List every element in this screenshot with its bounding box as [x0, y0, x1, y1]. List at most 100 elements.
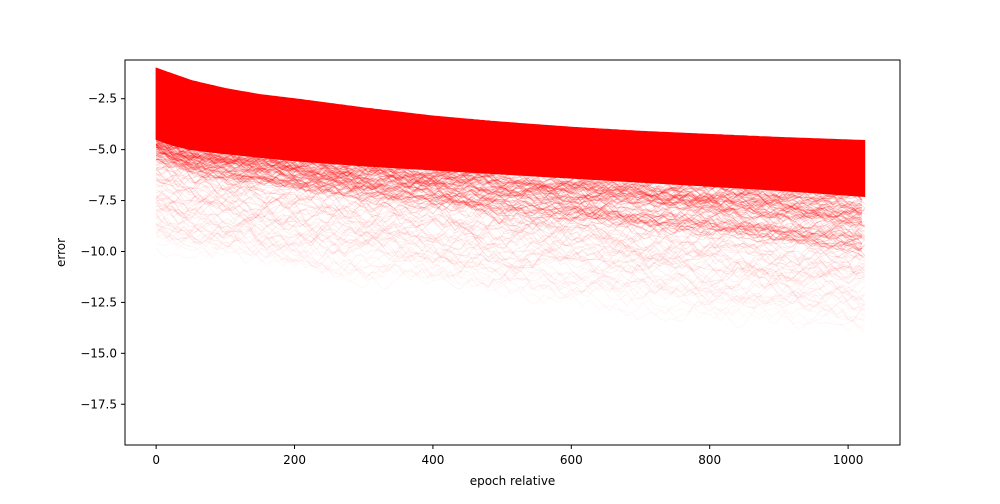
- plot-frame: [124, 59, 901, 446]
- error-trace: [155, 143, 862, 213]
- error-trace: [155, 150, 863, 241]
- faint-error-trace: [155, 204, 865, 290]
- error-trace: [155, 146, 863, 225]
- faint-error-trace: [155, 163, 865, 242]
- error-trace: [155, 144, 863, 220]
- faint-error-trace: [155, 165, 865, 242]
- error-trace: [155, 141, 862, 210]
- x-tick-label: 800: [698, 453, 721, 467]
- error-trace: [156, 141, 862, 214]
- faint-error-trace: [156, 195, 865, 283]
- faint-error-trace: [155, 233, 866, 319]
- y-tick-label: −5.0: [88, 143, 117, 157]
- faint-error-trace: [155, 206, 865, 285]
- error-trace: [155, 158, 863, 252]
- y-tick-label: −10.0: [80, 244, 117, 258]
- faint-error-trace: [155, 193, 865, 267]
- error-trace: [155, 143, 863, 206]
- faint-error-trace: [155, 241, 865, 333]
- faint-error-trace: [156, 200, 865, 283]
- faint-error-trace: [156, 158, 865, 239]
- error-trace: [155, 143, 862, 225]
- faint-error-trace: [155, 208, 865, 303]
- x-tick-label: 600: [560, 453, 583, 467]
- faint-error-trace: [156, 190, 865, 285]
- faint-error-trace: [155, 173, 865, 253]
- faint-error-trace: [155, 237, 865, 331]
- faint-error-trace: [155, 211, 866, 302]
- error-trace: [155, 144, 862, 206]
- faint-error-trace: [156, 160, 865, 233]
- x-tick-label: 200: [283, 453, 306, 467]
- faint-error-trace: [155, 229, 865, 322]
- faint-error-trace: [155, 194, 865, 278]
- faint-error-trace: [155, 189, 866, 259]
- error-trace: [155, 152, 863, 240]
- faint-error-trace: [155, 155, 865, 233]
- series-layer: [155, 67, 866, 333]
- faint-error-trace: [155, 154, 865, 225]
- faint-error-trace: [155, 160, 866, 238]
- error-trace: [155, 149, 863, 224]
- faint-error-trace: [156, 200, 865, 278]
- x-tick-label: 400: [421, 453, 444, 467]
- faint-error-trace: [156, 161, 865, 238]
- faint-error-trace: [155, 222, 865, 323]
- error-trace: [156, 148, 863, 229]
- faint-error-trace: [155, 144, 865, 209]
- faint-error-trace: [156, 197, 865, 279]
- error-trace: [156, 158, 863, 245]
- error-trace: [156, 142, 862, 214]
- faint-error-trace: [155, 145, 866, 224]
- faint-error-trace: [155, 189, 865, 268]
- faint-error-trace: [155, 226, 866, 322]
- faint-error-trace: [155, 178, 865, 245]
- faint-error-trace: [155, 220, 865, 302]
- faint-error-trace: [156, 165, 865, 245]
- x-axis-label: epoch relative: [470, 474, 556, 488]
- error-trace: [155, 154, 863, 252]
- faint-error-trace: [155, 227, 865, 312]
- faint-error-trace: [156, 205, 865, 290]
- faint-error-trace: [155, 230, 865, 326]
- error-trace: [155, 152, 863, 242]
- error-trace: [155, 143, 863, 221]
- error-trace: [156, 152, 863, 243]
- faint-error-trace: [155, 163, 865, 237]
- y-tick-label: −2.5: [88, 92, 117, 106]
- faint-error-trace: [156, 176, 866, 247]
- y-tick-label: −12.5: [80, 295, 117, 309]
- y-tick-label: −17.5: [80, 397, 117, 411]
- faint-error-trace: [155, 138, 865, 205]
- faint-error-trace: [155, 186, 866, 274]
- faint-error-trace: [155, 198, 865, 289]
- faint-error-trace: [156, 144, 866, 216]
- error-trace: [155, 144, 863, 222]
- faint-error-trace: [155, 167, 865, 235]
- error-trace: [155, 146, 863, 218]
- error-trace: [155, 149, 863, 228]
- faint-error-trace: [155, 175, 865, 262]
- error-trace: [156, 146, 862, 225]
- error-trace: [155, 144, 863, 215]
- faint-error-trace: [155, 191, 865, 271]
- axes-layer: 0 200 400 600 800 1000 −2.5 −5.0 −7.5 −10.0 −12.5 −…: [54, 59, 901, 488]
- error-trace: [155, 147, 863, 221]
- faint-error-trace: [156, 200, 865, 281]
- x-tick-label: 0: [152, 453, 160, 467]
- dense-error-band: [155, 67, 866, 198]
- faint-error-trace: [155, 215, 865, 312]
- faint-error-trace: [155, 213, 866, 304]
- faint-error-trace: [155, 160, 866, 244]
- error-trace: [155, 141, 862, 215]
- faint-error-trace: [155, 213, 865, 303]
- faint-error-trace: [155, 176, 865, 255]
- error-trace: [156, 151, 863, 241]
- faint-error-trace: [156, 156, 865, 236]
- error-trace: [156, 143, 863, 220]
- error-trace: [155, 159, 863, 257]
- faint-error-trace: [156, 181, 865, 269]
- faint-error-trace: [155, 210, 865, 304]
- y-tick-label: −7.5: [88, 194, 117, 208]
